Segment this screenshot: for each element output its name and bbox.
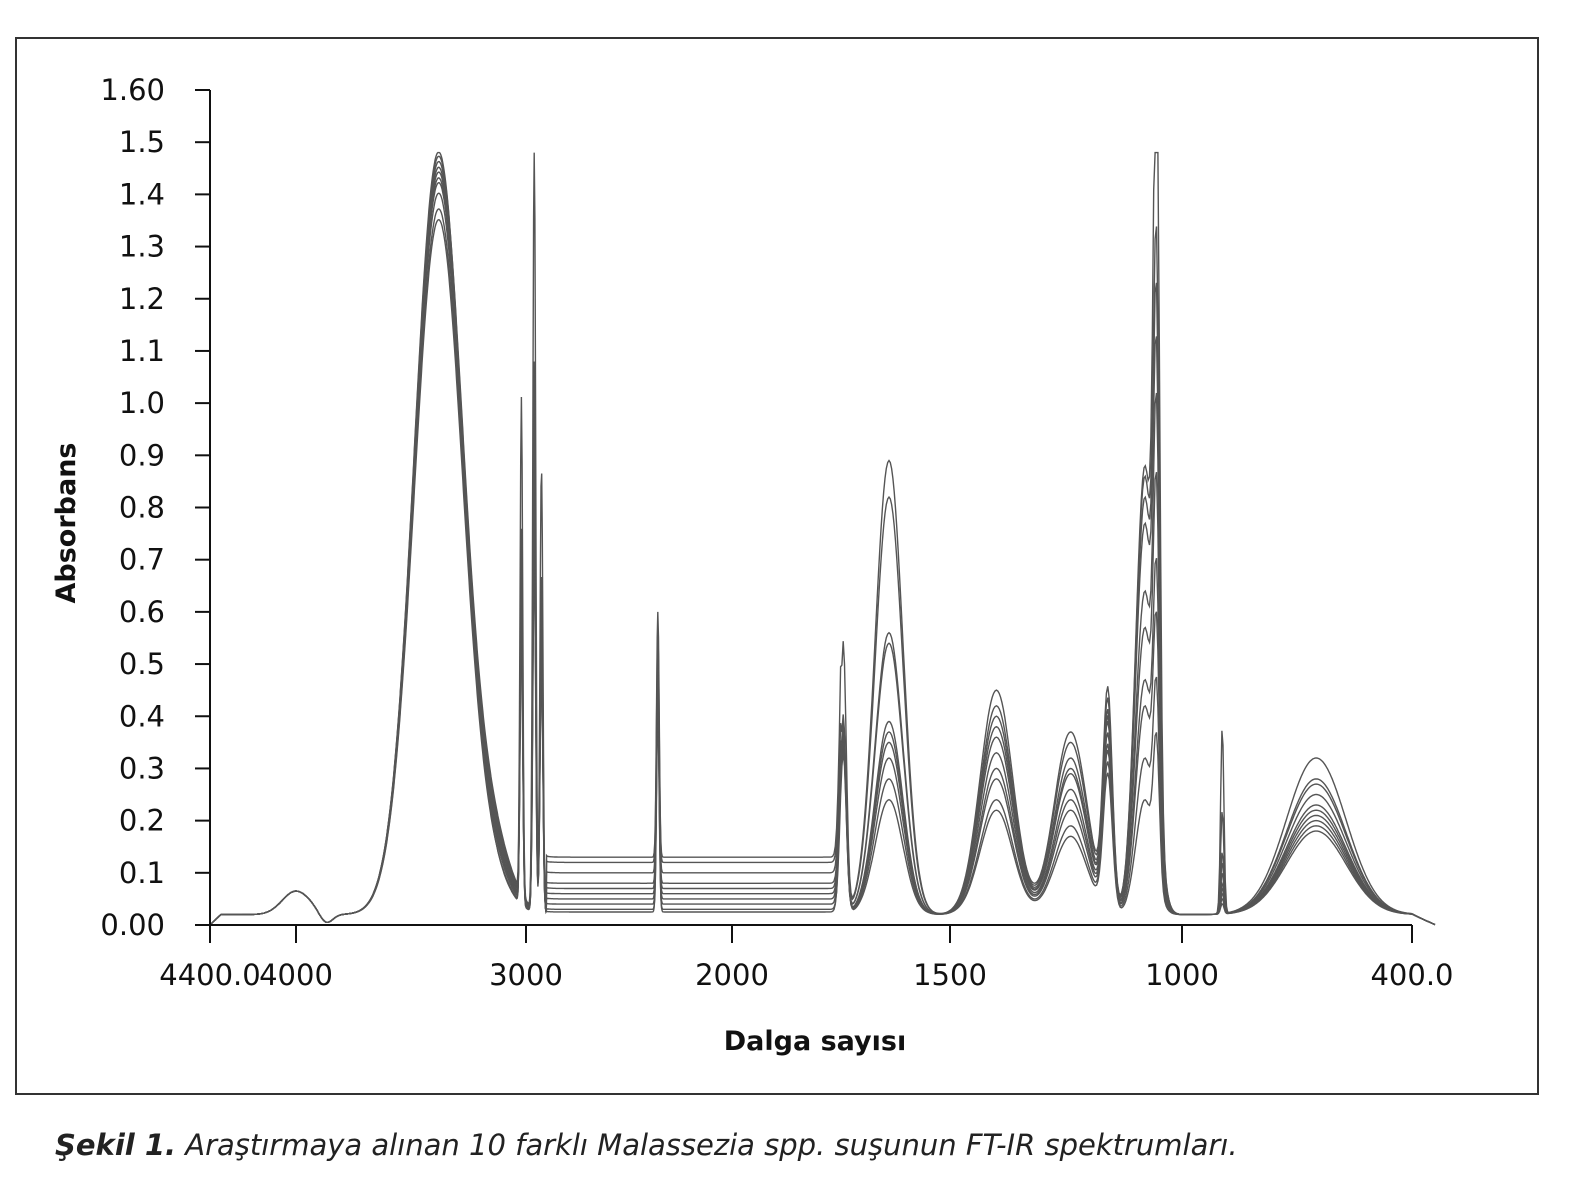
y-tick-label: 0.1 — [119, 856, 165, 890]
x-tick-label: 3000 — [489, 958, 563, 992]
y-tick-label: 0.5 — [119, 647, 165, 681]
y-tick-label: 0.9 — [119, 438, 165, 472]
spectrum-line — [209, 218, 1436, 926]
spectrum-line — [209, 151, 1436, 926]
figure-caption: Şekil 1. Araştırmaya alınan 10 farklı Ma… — [55, 1128, 1238, 1162]
x-tick-label: 1500 — [913, 958, 987, 992]
x-tick-label: 4000 — [259, 958, 333, 992]
x-tick-label: 1000 — [1145, 958, 1219, 992]
y-tick-label: 1.2 — [119, 282, 165, 316]
y-tick-label: 0.8 — [119, 491, 165, 525]
caption-text: Araştırmaya alınan 10 farklı Malassezia … — [176, 1128, 1238, 1162]
spectrum-line — [209, 151, 1436, 926]
ftir-chart: 0.00 0.1 0.2 0.3 0.4 0.5 0.6 0.7 0.8 0.9 1.0 1.1 1.2… — [51, 73, 1454, 1057]
spectrum-line — [209, 160, 1436, 926]
y-tick-label: 1.4 — [119, 177, 165, 211]
spectrum-line — [209, 208, 1436, 926]
x-tick-label: 4400.0 — [159, 958, 260, 992]
y-tick-label: 0.6 — [119, 595, 165, 629]
y-tick-label: 0.2 — [119, 804, 165, 838]
spectrum-line — [209, 171, 1436, 926]
y-tick-label: 1.60 — [100, 73, 165, 107]
spectra-series — [209, 151, 1436, 926]
y-axis-ticks: 0.00 0.1 0.2 0.3 0.4 0.5 0.6 0.7 0.8 0.9 1.0 1.1 1.2… — [100, 73, 210, 942]
y-tick-label: 0.4 — [119, 699, 165, 733]
y-tick-label: 1.3 — [119, 230, 165, 264]
x-tick-label: 400.0 — [1370, 958, 1453, 992]
x-axis-label: Dalga sayısı — [724, 1026, 906, 1057]
y-tick-label: 0.00 — [100, 908, 165, 942]
spectrum-line — [209, 166, 1436, 926]
x-tick-label: 2000 — [695, 958, 769, 992]
figure-frame — [15, 37, 1539, 1095]
spectrum-line — [209, 181, 1436, 926]
caption-label: Şekil 1. — [55, 1128, 177, 1162]
y-axis-label: Absorbans — [51, 443, 82, 604]
y-tick-label: 1.1 — [119, 334, 165, 368]
y-tick-label: 0.7 — [119, 543, 165, 577]
y-tick-label: 1.0 — [119, 386, 165, 420]
y-tick-label: 0.3 — [119, 751, 165, 785]
spectrum-line — [209, 192, 1436, 926]
y-tick-label: 1.5 — [119, 125, 165, 159]
spectrum-line — [209, 177, 1436, 926]
